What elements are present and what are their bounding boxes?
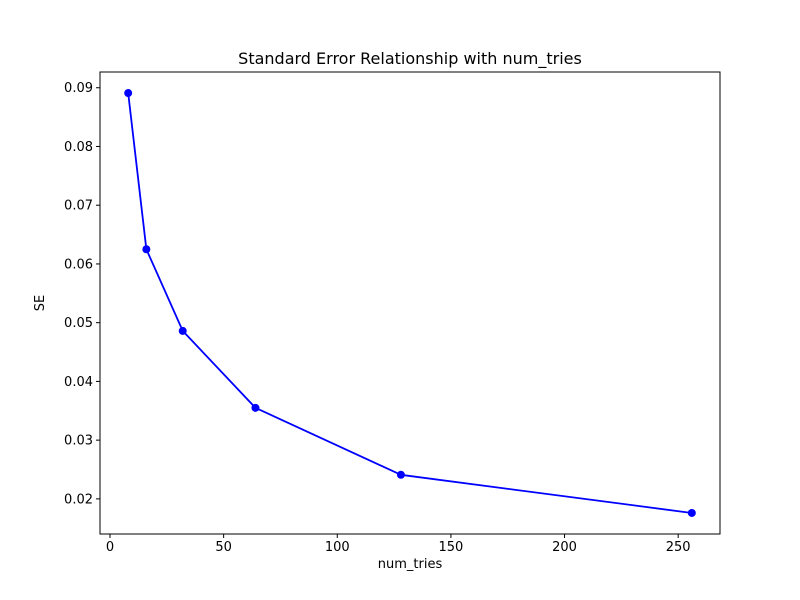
y-tick-label: 0.06	[64, 257, 93, 272]
data-series	[124, 89, 696, 517]
x-tick-label: 50	[215, 540, 232, 555]
y-tick-label: 0.09	[64, 81, 93, 96]
data-point-marker	[396, 470, 405, 479]
x-tick-label: 200	[552, 540, 577, 555]
x-axis-ticks: 0 50 100 150 200 250	[106, 534, 691, 555]
x-tick-label: 100	[325, 540, 350, 555]
x-axis-label: num_tries	[378, 557, 443, 572]
series-line	[127, 92, 692, 514]
y-axis-ticks: 0.02 0.03 0.04 0.05 0.06 0.07 0.08 0.09	[64, 81, 100, 507]
x-tick-label: 250	[666, 540, 691, 555]
y-axis-label: SE	[33, 295, 48, 311]
y-tick-label: 0.04	[64, 375, 93, 390]
data-point-marker	[178, 326, 187, 335]
x-tick-label: 150	[438, 540, 463, 555]
y-tick-label: 0.02	[64, 492, 93, 507]
data-point-marker	[142, 245, 151, 254]
chart-title: Standard Error Relationship with num_tri…	[238, 49, 582, 69]
x-tick-label: 0	[106, 540, 114, 555]
data-point-marker	[124, 89, 133, 98]
y-tick-label: 0.03	[64, 434, 93, 449]
y-tick-label: 0.08	[64, 140, 93, 155]
y-tick-label: 0.07	[64, 199, 93, 214]
plot-area	[99, 71, 721, 535]
y-tick-label: 0.05	[64, 316, 93, 331]
data-point-marker	[687, 508, 696, 517]
data-point-marker	[251, 403, 260, 412]
